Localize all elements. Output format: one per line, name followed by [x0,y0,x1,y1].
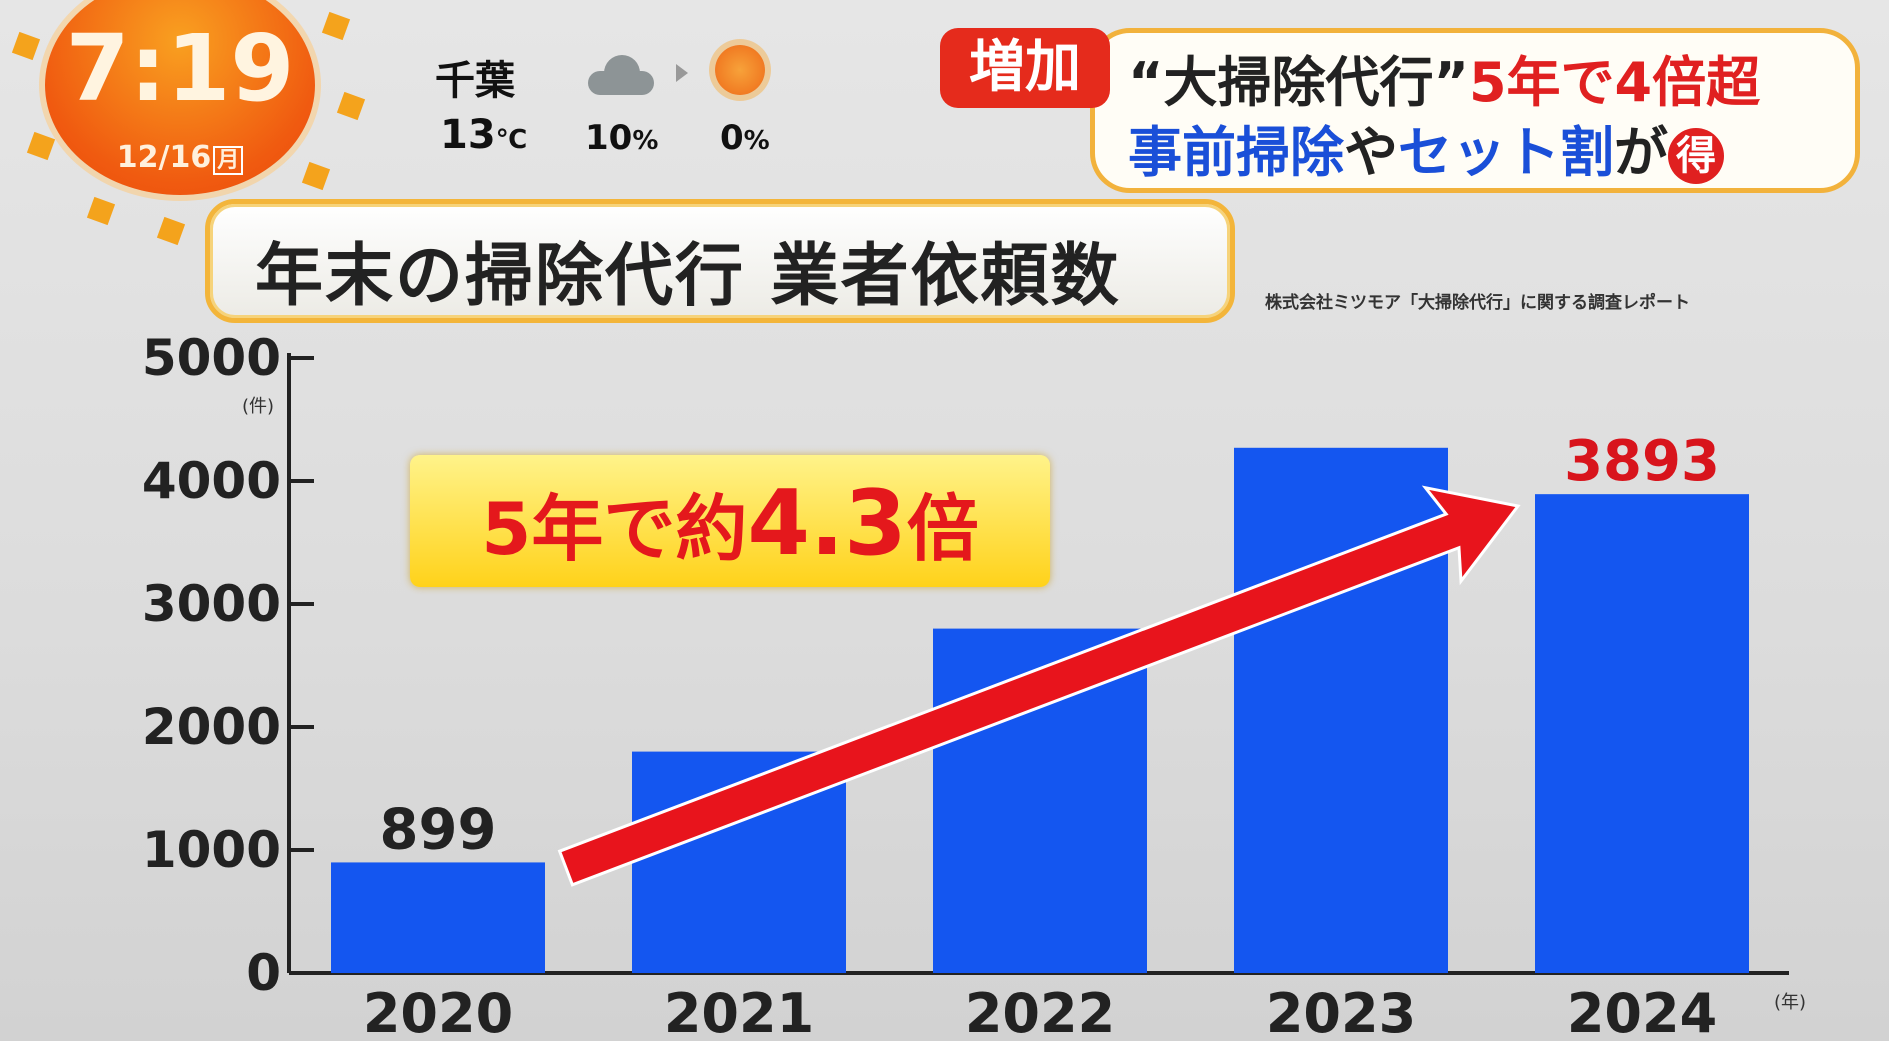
headline-box [1090,28,1860,193]
chart-title: 年末の掃除代行 業者依頼数 [255,237,1121,316]
y-tick-label: 2000 [142,698,281,756]
x-tick-label: 2022 [965,982,1115,1041]
annotation-value: 4.3 [747,471,907,576]
headline-red: 5年で4倍超 [1468,51,1761,114]
temperature-unit: ℃ [495,125,528,155]
clock-badge [45,0,315,195]
x-axis-unit: (年) [1774,992,1806,1013]
precip-unit: % [632,126,659,156]
precip-now: 10% [585,118,658,158]
headline-line1: “大掃除代行”5年で4倍超 [1128,38,1760,117]
temperature: 13℃ [440,112,527,158]
annotation-prefix: 5年で約 [481,487,748,571]
annotation-text: 5年で約4.3倍 [410,470,1050,576]
headline-dark1: や [1344,121,1398,184]
sun-icon [715,45,765,95]
precip-now-value: 10 [585,118,633,158]
headline-tag: 増加 [940,28,1110,108]
clock-time: 7:19 [65,15,295,122]
headline-quote: “大掃除代行” [1128,51,1469,114]
precip-next-value: 0 [720,118,744,158]
x-tick-label: 2023 [1266,982,1416,1041]
y-tick-label: 1000 [142,821,281,879]
x-tick-label: 2024 [1567,982,1717,1041]
temperature-value: 13 [440,112,496,158]
data-label-2024: 3893 [1564,429,1720,494]
annotation-box [410,455,1050,587]
arrow-right-icon [676,64,688,82]
y-tick-label: 5000 [142,329,281,387]
headline-blue1: 事前掃除 [1128,121,1344,184]
x-tick-label: 2020 [363,982,513,1041]
chart-title-box [205,199,1235,323]
weather-location: 千葉 [435,58,515,104]
y-tick-label: 3000 [142,575,281,633]
y-tick-label: 0 [246,944,281,1002]
trend-arrow [557,485,1521,887]
chart-source: 株式会社ミツモア「大掃除代行」に関する調査レポート [1265,293,1690,313]
y-axis-unit: (件) [242,396,274,417]
date-text: 12/16 [116,140,212,175]
annotation-suffix: 倍 [906,487,979,571]
headline-line2: 事前掃除やセット割が得 [1128,108,1724,187]
toku-badge: 得 [1668,128,1724,185]
bar-2024 [1535,494,1749,973]
clock-date: 12/16 月 [60,140,300,175]
arrow-shape [557,485,1521,887]
y-tick-label: 4000 [142,452,281,510]
headline-blue2: セット割 [1398,121,1614,184]
cloud-icon [588,55,654,95]
bar-2020 [331,862,545,973]
precip-next: 0% [720,118,770,158]
x-tick-label: 2021 [664,982,814,1041]
weekday-text: 月 [213,146,244,175]
data-label-2020: 899 [380,797,497,862]
headline-dark2: が [1614,121,1668,184]
precip-unit: % [743,126,770,156]
